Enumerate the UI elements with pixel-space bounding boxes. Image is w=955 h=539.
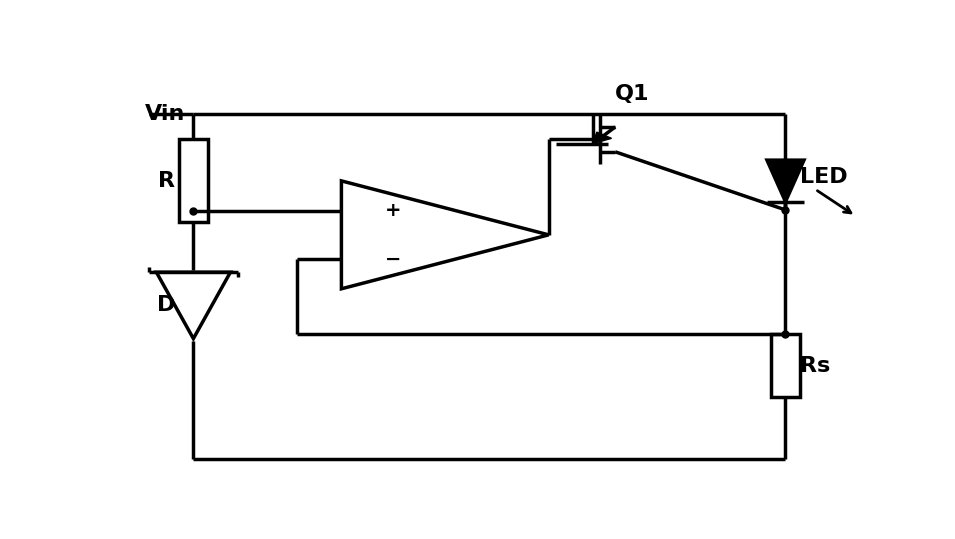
Text: D: D [157,295,175,315]
Text: LED: LED [800,167,848,186]
Text: −: − [385,250,401,268]
Text: +: + [385,201,401,220]
Polygon shape [767,160,804,202]
Bar [179,140,208,223]
Polygon shape [593,132,611,143]
Text: Q1: Q1 [615,84,649,104]
Polygon shape [157,272,230,338]
Text: Vin: Vin [145,105,185,125]
Text: Rs: Rs [800,356,831,376]
Polygon shape [342,181,548,289]
Text: R: R [158,171,175,191]
Bar [771,334,800,397]
